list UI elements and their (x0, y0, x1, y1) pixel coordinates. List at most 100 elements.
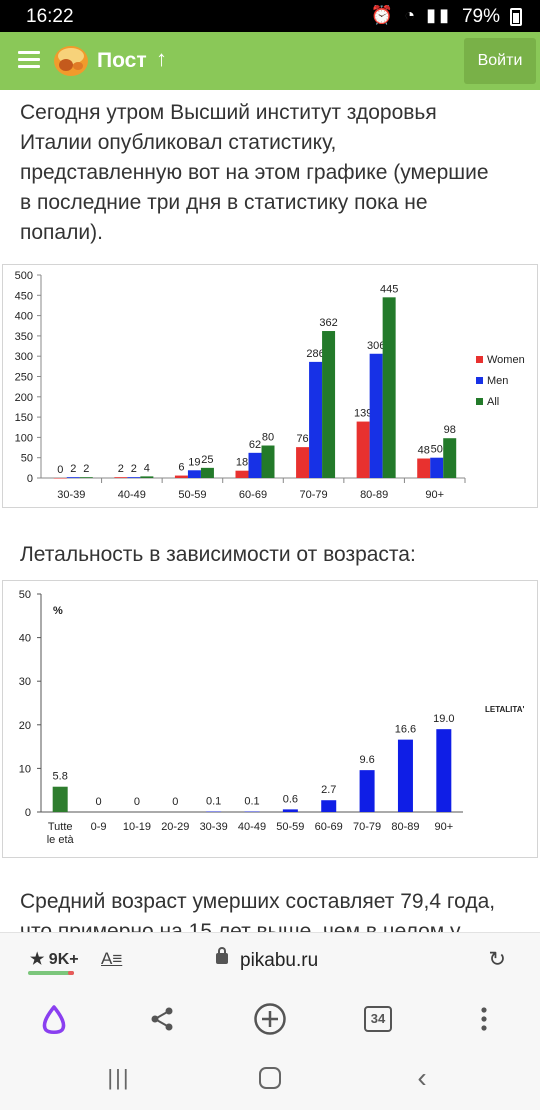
bar-all (382, 297, 396, 478)
data-label: 286 (306, 348, 324, 360)
data-label: 2.7 (321, 784, 336, 796)
reader-mode-icon[interactable]: A≡ (101, 949, 123, 968)
data-label: 98 (444, 424, 456, 436)
arrow-up-icon[interactable]: ↑ (156, 46, 167, 71)
data-label: 50 (431, 444, 443, 456)
y-tick-label: 50 (21, 453, 33, 465)
data-label: 0 (172, 796, 178, 808)
bar-women (174, 475, 188, 478)
data-label: 19.0 (433, 713, 454, 725)
data-label: 18 (236, 457, 248, 469)
x-tick-label: 80-89 (391, 821, 419, 833)
bar-men (248, 452, 262, 478)
x-tick-label: 60-69 (315, 821, 343, 833)
y-tick-label: 40 (19, 633, 31, 645)
post-text-lethality: Летальность в зависимости от возраста: (20, 543, 416, 566)
url-bar[interactable]: ★ 9K+ A≡ pikabu.ru ↻ (0, 933, 540, 991)
text-line: Средний возраст умерших составляет 79,4 … (20, 890, 496, 913)
plus-circle-icon[interactable] (252, 1001, 288, 1037)
legend-label: All (487, 396, 499, 408)
tabs-icon[interactable]: 34 (362, 1001, 394, 1037)
data-label: 139 (354, 408, 372, 420)
x-tick-label: 20-29 (161, 821, 189, 833)
status-bar: 16:22 ⏰ ◔ ▮▮ 79% (0, 0, 540, 32)
bar-all (140, 476, 154, 478)
bar-all (261, 445, 275, 478)
data-label: 16.6 (395, 724, 416, 736)
y-tick-label: 10 (19, 763, 31, 775)
x-tick-label: 50-59 (276, 821, 304, 833)
url-text[interactable]: pikabu.ru (240, 950, 319, 971)
x-tick-label: 70-79 (353, 821, 381, 833)
data-label: 6 (178, 462, 184, 474)
y-tick-label: 400 (15, 311, 33, 323)
y-tick-label: 350 (15, 331, 33, 343)
status-icons: ⏰ ◔ ▮▮ (370, 5, 452, 25)
x-tick-label: 30-39 (200, 821, 228, 833)
y-tick-label: 450 (15, 290, 33, 302)
bar-all (79, 477, 93, 478)
y-tick-label: 0 (25, 807, 31, 819)
legend-label: Women (487, 354, 525, 366)
lethality-bar (436, 729, 452, 812)
data-label: 2 (70, 463, 76, 475)
more-vertical-icon[interactable] (472, 1001, 496, 1037)
bar-all (443, 438, 457, 478)
x-tick-label: 10-19 (123, 821, 151, 833)
data-label: 19 (188, 456, 200, 468)
y-tick-label: 30 (19, 676, 31, 688)
data-label: 25 (201, 454, 213, 466)
data-label: 76 (296, 433, 308, 445)
back-icon[interactable]: ‹ (417, 1062, 427, 1093)
data-label: 0 (95, 796, 101, 808)
x-tick-label: 40-49 (118, 489, 146, 501)
y-tick-label: 150 (15, 412, 33, 424)
refresh-icon[interactable]: ↻ (488, 948, 506, 971)
bar-women (356, 421, 370, 478)
data-label: 0 (57, 464, 63, 476)
y-tick-label: 250 (15, 372, 33, 384)
bar-women (53, 478, 67, 479)
x-tick-label: 90+ (434, 821, 453, 833)
x-tick-label: 70-79 (300, 489, 328, 501)
menu-icon[interactable] (18, 51, 40, 69)
share-icon[interactable] (144, 1001, 180, 1037)
text-line: попали). (20, 221, 103, 244)
x-tick-label: 60-69 (239, 489, 267, 501)
recents-icon[interactable]: ||| (107, 1065, 131, 1090)
post-text-intro: Сегодня утром Высший институт здоровья И… (20, 98, 520, 248)
x-tick-label: 30-39 (57, 489, 85, 501)
site-rating[interactable]: ★ 9K+ (30, 951, 79, 968)
data-label: 0.1 (244, 796, 259, 808)
bar-men (66, 477, 80, 478)
login-button[interactable]: Войти (464, 38, 536, 84)
alice-icon[interactable] (36, 1001, 72, 1037)
x-tick-label: 90+ (425, 489, 444, 501)
pikabu-logo[interactable] (52, 41, 90, 79)
x-tick-label: Tutte (48, 821, 73, 833)
data-label: 48 (418, 445, 430, 457)
bar-women (296, 447, 310, 478)
bar-men (127, 477, 141, 478)
data-label: 80 (262, 432, 274, 444)
data-label: 306 (367, 340, 385, 352)
legend-label: Men (487, 375, 508, 387)
x-tick-label: 50-59 (178, 489, 206, 501)
data-label: 9.6 (359, 754, 374, 766)
y-tick-label: 300 (15, 351, 33, 363)
bar-men (309, 361, 323, 478)
y-tick-label: 50 (19, 589, 31, 601)
lethality-chart: 0 10 20 30 40 50% LETALITA' 5.8 Tutte le età 0 0-9 0… (2, 580, 538, 858)
x-tick-label: 0-9 (91, 821, 107, 833)
bar-men (369, 353, 383, 478)
home-icon[interactable] (256, 1063, 284, 1093)
page-title[interactable]: Пост (97, 49, 147, 72)
bar-all (322, 331, 336, 478)
text-line: Италии опубликовал статистику, (20, 131, 337, 154)
lethality-bar (397, 739, 413, 812)
data-label: 4 (144, 462, 150, 474)
lethality-bar (52, 786, 68, 812)
data-label: 5.8 (53, 771, 68, 783)
